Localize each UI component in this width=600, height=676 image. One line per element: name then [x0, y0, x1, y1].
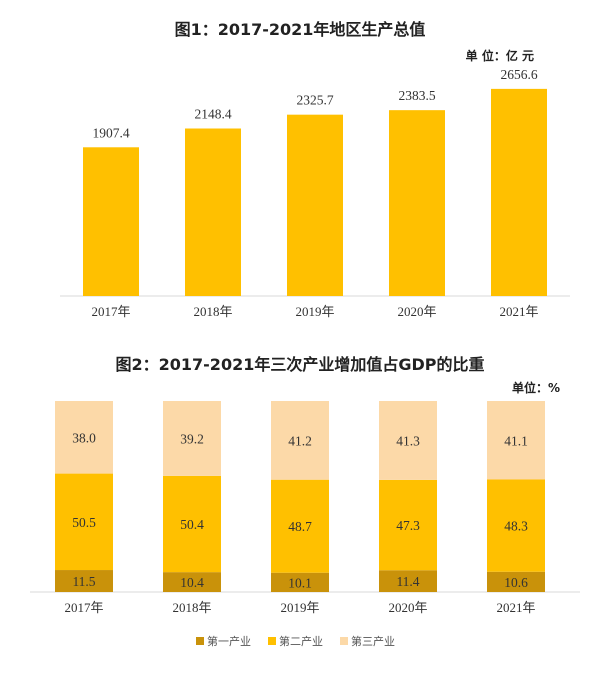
- segment-value-label: 50.4: [180, 517, 204, 532]
- industry-share-segment: [55, 401, 113, 474]
- segment-value-label: 41.1: [504, 433, 528, 448]
- legend-label: 第三产业: [351, 634, 395, 648]
- segment-value-label: 48.3: [504, 519, 528, 534]
- x-tick-label: 2018年: [172, 600, 211, 615]
- segment-value-label: 38.0: [72, 430, 96, 445]
- gdp-bar-value-label: 2656.6: [500, 67, 537, 82]
- industry-share-segment: [163, 475, 221, 573]
- industry-share-segment: [487, 401, 545, 480]
- chart-2-title: 图2：2017-2021年三次产业增加值占GDP的比重: [116, 355, 485, 374]
- x-tick-label: 2019年: [280, 600, 319, 615]
- gdp-bar: [491, 88, 547, 297]
- segment-value-label: 41.2: [288, 433, 312, 448]
- industry-share-segment: [379, 479, 437, 571]
- chart-1-unit: 单 位：亿 元: [466, 48, 534, 63]
- legend-swatch: [340, 637, 348, 645]
- industry-share-segment: [271, 572, 329, 592]
- gdp-bar-value-label: 2383.5: [398, 88, 435, 103]
- x-tick-label: 2018年: [193, 304, 232, 319]
- gdp-bar: [389, 110, 445, 297]
- segment-value-label: 47.3: [396, 518, 420, 533]
- segment-value-label: 39.2: [180, 431, 204, 446]
- chart-2-unit: 单位：%: [512, 380, 560, 395]
- industry-share-segment: [55, 473, 113, 571]
- industry-share-segment: [163, 572, 221, 592]
- industry-share-segment: [487, 479, 545, 572]
- gdp-bar: [287, 114, 343, 296]
- x-tick-label: 2017年: [64, 600, 103, 615]
- chart-1-gdp: 图1：2017-2021年地区生产总值 单 位：亿 元 1907.4 2148.4…: [60, 20, 570, 319]
- chart-2-structure: 图2：2017-2021年三次产业增加值占GDP的比重 单位：% 11.5 50.…: [30, 355, 580, 648]
- industry-share-segment: [163, 401, 221, 476]
- industry-share-segment: [487, 571, 545, 592]
- segment-value-label: 10.6: [504, 575, 528, 590]
- legend-swatch: [196, 637, 204, 645]
- chart-1-title: 图1：2017-2021年地区生产总值: [175, 20, 426, 39]
- industry-share-segment: [379, 570, 437, 592]
- segment-value-label: 10.1: [288, 575, 312, 590]
- industry-share-segment: [55, 570, 113, 592]
- industry-share-segment: [379, 401, 437, 480]
- x-tick-label: 2019年: [295, 304, 334, 319]
- legend-label: 第二产业: [279, 634, 323, 648]
- segment-value-label: 41.3: [396, 433, 420, 448]
- segment-value-label: 11.4: [396, 574, 419, 589]
- segment-value-label: 50.5: [72, 515, 96, 530]
- gdp-bar-value-label: 1907.4: [92, 125, 129, 140]
- gdp-bar: [83, 147, 139, 296]
- segment-value-label: 11.5: [72, 574, 95, 589]
- legend-swatch: [268, 637, 276, 645]
- x-tick-label: 2020年: [397, 304, 436, 319]
- industry-share-segment: [271, 479, 329, 573]
- x-tick-label: 2021年: [496, 600, 535, 615]
- x-tick-label: 2021年: [499, 304, 538, 319]
- gdp-bar-value-label: 2325.7: [296, 93, 333, 108]
- x-tick-label: 2020年: [388, 600, 427, 615]
- gdp-bar: [185, 128, 241, 296]
- segment-value-label: 10.4: [180, 575, 204, 590]
- legend-label: 第一产业: [207, 634, 251, 648]
- gdp-bar-value-label: 2148.4: [194, 106, 231, 121]
- x-tick-label: 2017年: [91, 304, 130, 319]
- segment-value-label: 48.7: [288, 519, 312, 534]
- industry-share-segment: [271, 401, 329, 480]
